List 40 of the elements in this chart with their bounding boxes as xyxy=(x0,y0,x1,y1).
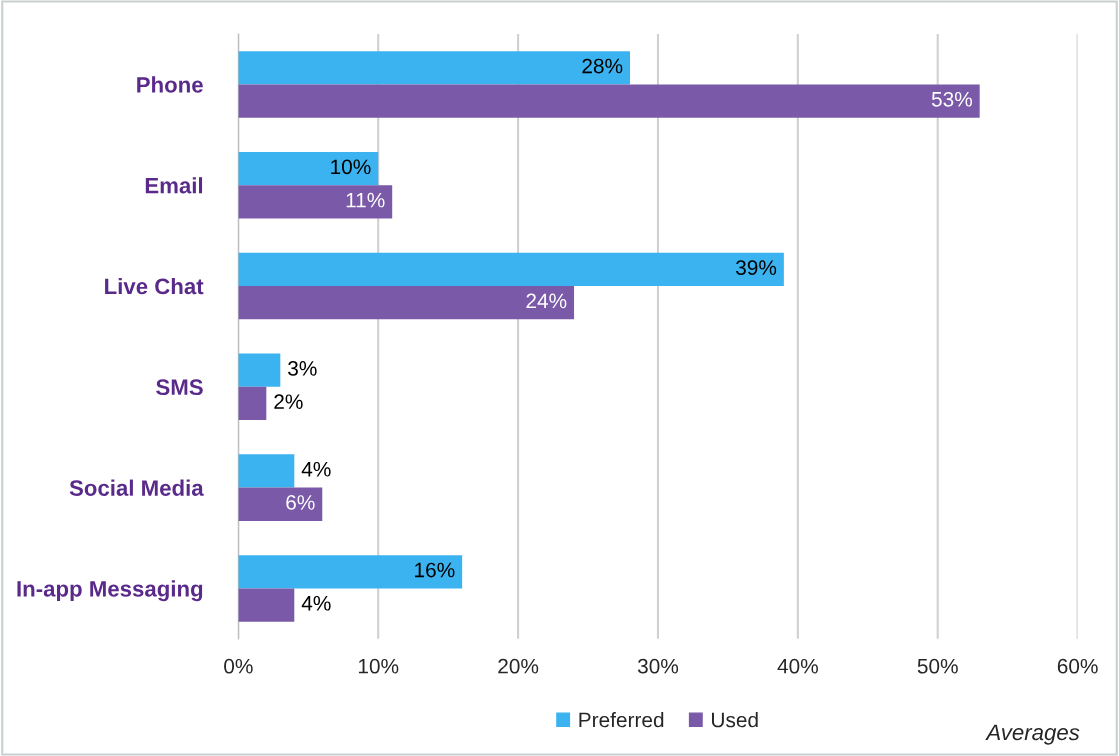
data-label: 16% xyxy=(415,562,455,578)
y-tick-label: SMS xyxy=(156,379,203,396)
bar xyxy=(238,151,379,186)
bar xyxy=(238,353,281,387)
data-label: 3% xyxy=(288,361,317,376)
x-tick-label: 20% xyxy=(498,658,539,674)
x-tick-label: 30% xyxy=(637,658,679,674)
y-tick-label: Phone xyxy=(137,76,203,93)
x-tick-label: 40% xyxy=(777,658,818,674)
y-tick-label: Email xyxy=(145,177,203,194)
data-label: 10% xyxy=(331,159,371,175)
bar xyxy=(238,555,463,589)
bar xyxy=(238,252,784,287)
data-label: 4% xyxy=(301,595,331,611)
text: Averages xyxy=(985,724,1080,745)
data-label: 28% xyxy=(582,58,623,74)
bar xyxy=(238,185,393,219)
y-tick-label: Live Chat xyxy=(105,277,204,295)
x-tick-label: 10% xyxy=(358,658,399,674)
bar xyxy=(238,386,267,421)
data-label: 24% xyxy=(526,293,567,309)
legend-label: Used xyxy=(712,712,758,728)
y-tick-label: In-app Messaging xyxy=(17,580,203,602)
bar xyxy=(238,487,323,521)
data-label: 53% xyxy=(931,91,972,107)
data-label: 6% xyxy=(286,495,315,510)
data-label: 11% xyxy=(346,192,385,208)
bar xyxy=(238,588,295,622)
data-label: 4% xyxy=(301,461,331,477)
x-tick-label: 50% xyxy=(917,658,958,674)
data-label: 2% xyxy=(274,394,303,409)
y-tick-label: Social Media xyxy=(69,479,204,496)
bar xyxy=(238,286,575,320)
data-label: 39% xyxy=(736,260,777,275)
legend-label: Preferred xyxy=(579,712,664,728)
x-tick-label: 60% xyxy=(1057,658,1098,674)
x-tick-label: 0% xyxy=(224,658,253,674)
bar xyxy=(238,454,295,488)
bar xyxy=(238,84,980,118)
bar xyxy=(238,51,630,85)
